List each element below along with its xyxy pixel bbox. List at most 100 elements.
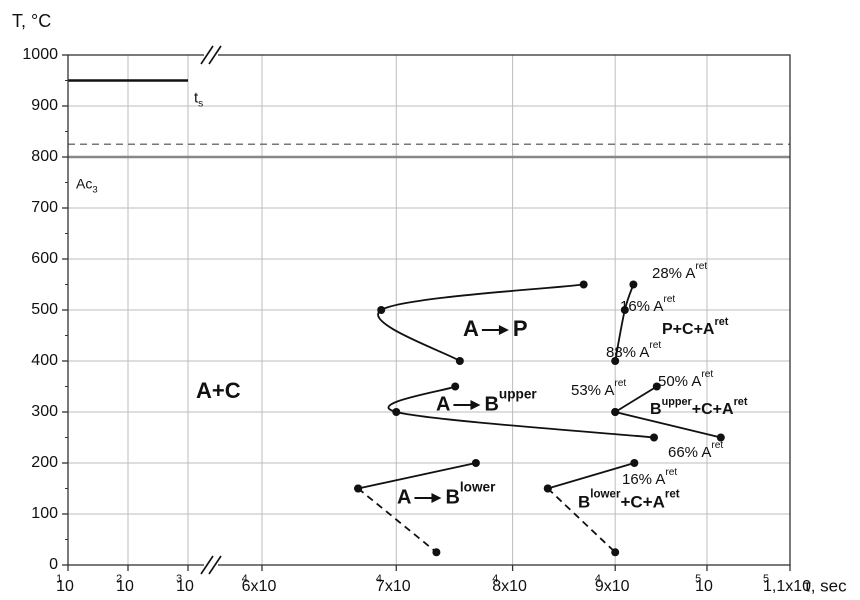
annotation: P+C+A bbox=[662, 321, 715, 338]
x-tick-label: 10 bbox=[695, 578, 713, 595]
x-axis-title: τ, sec bbox=[804, 576, 847, 595]
series-line bbox=[547, 487, 616, 553]
annotation: ret bbox=[701, 369, 713, 380]
y-tick-label: 200 bbox=[31, 454, 58, 471]
annotation: ret bbox=[734, 396, 748, 408]
reference-label: 3 bbox=[92, 184, 97, 195]
reference-label: Ac bbox=[76, 176, 92, 192]
series-line bbox=[387, 385, 655, 439]
data-point bbox=[579, 280, 588, 289]
annotation: B bbox=[445, 486, 459, 508]
data-point bbox=[432, 548, 441, 557]
reference-label: t bbox=[194, 89, 199, 106]
x-tick-label: 4 bbox=[376, 573, 382, 585]
annotation: B bbox=[650, 401, 662, 418]
x-tick-label: 9x10 bbox=[595, 578, 630, 595]
annotation: 16% A bbox=[620, 298, 663, 315]
arrow-head bbox=[431, 493, 442, 503]
x-tick-label: 8x10 bbox=[492, 578, 527, 595]
data-point bbox=[611, 548, 620, 557]
annotation: ret bbox=[614, 378, 626, 389]
x-tick-label: 2 bbox=[116, 573, 122, 585]
x-tick-label: 10 bbox=[56, 578, 74, 595]
annotation: ret bbox=[714, 316, 728, 328]
annotation: ret bbox=[665, 489, 680, 501]
annotation: B bbox=[484, 393, 498, 415]
y-tick-label: 500 bbox=[31, 301, 58, 318]
axis-break-gap bbox=[204, 561, 218, 569]
x-tick-label: 4 bbox=[242, 573, 248, 585]
annotation: 28% A bbox=[652, 265, 695, 282]
y-tick-label: 800 bbox=[31, 148, 58, 165]
axis-break-mark bbox=[208, 555, 222, 575]
x-tick-label: 3 bbox=[176, 573, 182, 585]
annotation: A+C bbox=[196, 378, 241, 403]
y-axis-title: T, °C bbox=[12, 11, 51, 31]
axis-break-gap bbox=[204, 51, 218, 59]
series-line bbox=[614, 411, 722, 439]
annotation: A bbox=[463, 316, 479, 341]
y-tick-label: 600 bbox=[31, 250, 58, 267]
x-tick-label: 4 bbox=[595, 573, 601, 585]
y-tick-label: 700 bbox=[31, 199, 58, 216]
axis-break-mark bbox=[200, 555, 214, 575]
data-point bbox=[620, 306, 629, 314]
data-point bbox=[471, 459, 480, 467]
arrow-head bbox=[470, 400, 481, 410]
annotation: lower bbox=[460, 480, 496, 495]
x-tick-label: 5 bbox=[763, 573, 769, 585]
data-point bbox=[455, 357, 464, 365]
arrow-head bbox=[498, 325, 509, 335]
data-point bbox=[354, 484, 363, 493]
y-tick-label: 400 bbox=[31, 352, 58, 369]
annotation: ret bbox=[649, 340, 661, 351]
y-tick-label: 900 bbox=[31, 97, 58, 114]
series-line bbox=[357, 487, 437, 553]
annotation: ret bbox=[711, 440, 723, 451]
axis-break-mark bbox=[200, 45, 214, 65]
y-tick-label: 1000 bbox=[22, 46, 58, 63]
annotation: upper bbox=[662, 396, 693, 408]
annotation: 50% A bbox=[658, 373, 701, 390]
annotation: ret bbox=[695, 261, 707, 272]
annotation: 66% A bbox=[668, 444, 711, 461]
reference-label: s bbox=[198, 98, 203, 109]
data-point bbox=[650, 433, 659, 442]
y-tick-label: 0 bbox=[49, 556, 58, 573]
data-point bbox=[630, 459, 639, 467]
x-tick-label: 1,1x10 bbox=[763, 578, 811, 595]
data-point bbox=[716, 433, 725, 442]
x-tick-label: 10 bbox=[116, 578, 134, 595]
annotation: 16% A bbox=[622, 471, 665, 488]
series-line bbox=[547, 462, 635, 490]
data-point bbox=[611, 357, 620, 365]
annotation: upper bbox=[499, 387, 537, 402]
annotation: B bbox=[578, 492, 590, 511]
annotation: A bbox=[436, 393, 450, 415]
data-point bbox=[629, 280, 638, 289]
annotation: 53% A bbox=[571, 382, 614, 399]
annotation: ret bbox=[663, 294, 675, 305]
x-tick-label: 5 bbox=[695, 573, 701, 585]
data-point bbox=[377, 306, 386, 314]
x-tick-label: 6x10 bbox=[242, 578, 277, 595]
data-point bbox=[543, 484, 552, 493]
y-tick-label: 300 bbox=[31, 403, 58, 420]
data-point bbox=[652, 382, 661, 391]
annotation: ret bbox=[665, 467, 677, 478]
annotation: P bbox=[513, 316, 528, 341]
x-tick-label: 1 bbox=[56, 573, 62, 585]
x-tick-label: 10 bbox=[176, 578, 194, 595]
data-point bbox=[451, 382, 460, 391]
y-tick-label: 100 bbox=[31, 505, 58, 522]
x-tick-label: 7x10 bbox=[376, 578, 411, 595]
series-line bbox=[357, 462, 477, 490]
data-point bbox=[611, 408, 620, 416]
annotation: 88% A bbox=[606, 344, 649, 361]
data-point bbox=[392, 408, 401, 416]
annotation: +C+A bbox=[620, 492, 664, 511]
x-tick-label: 4 bbox=[492, 573, 498, 585]
annotation: A bbox=[397, 486, 411, 508]
